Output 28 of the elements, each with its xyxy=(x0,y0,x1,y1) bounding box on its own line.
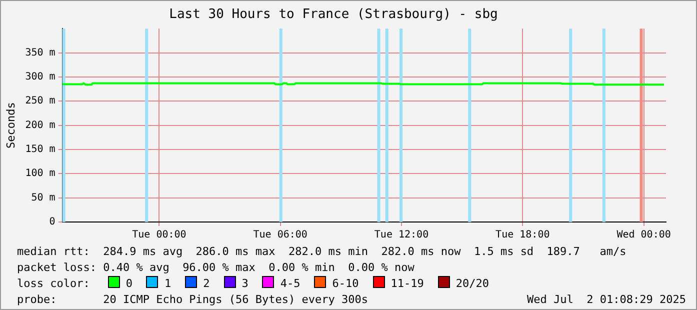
legend-label: 3 xyxy=(240,277,248,290)
legend-label: 20/20 xyxy=(454,277,489,290)
legend-label: 1 xyxy=(163,277,172,290)
y-tick-label: 300 m xyxy=(25,72,56,83)
y-tick-label: 350 m xyxy=(25,47,56,58)
text: probe: 20 ICMP Echo Pings (56 Bytes) every 300s xyxy=(17,292,368,308)
y-tick-label: 50 m xyxy=(31,192,56,204)
y-axis-title: Seconds xyxy=(4,102,18,148)
y-tick-label: 250 m xyxy=(25,96,56,107)
legend-label: 4-5 xyxy=(279,277,300,290)
x-tick-label: Tue 06:00 xyxy=(253,230,308,241)
x-tick-label: Wed 00:00 xyxy=(616,230,671,241)
x-tick-label: Tue 12:00 xyxy=(374,230,429,241)
chart-title: Last 30 Hours to France (Strasbourg) - sbg xyxy=(169,7,498,22)
x-tick-label: Tue 00:00 xyxy=(132,230,186,241)
y-tick-label: 0 xyxy=(49,216,56,228)
x-tick-label: Tue 18:00 xyxy=(496,230,550,241)
text: Wed Jul 2 01:08:29 2025 xyxy=(527,292,686,308)
y-tick-label: 200 m xyxy=(25,120,56,131)
legend-label: 2 xyxy=(202,277,210,290)
legend-title: loss color: xyxy=(17,277,90,290)
y-tick-label: 100 m xyxy=(25,168,56,180)
y-tick-label: 150 m xyxy=(25,144,56,156)
legend-label: 6-10 xyxy=(331,277,359,290)
text: median rtt: 284.9 ms avg 286.0 ms max 282.0 ms min 282.0 ms now 1.5 ms sd 189.7 am/s xyxy=(16,244,628,260)
text: packet loss: 0.40 % avg 96.00 % max 0.00 % min 0.00 % now xyxy=(16,260,416,276)
legend-label: 0 xyxy=(124,277,132,290)
legend-label: 11-19 xyxy=(390,277,424,290)
